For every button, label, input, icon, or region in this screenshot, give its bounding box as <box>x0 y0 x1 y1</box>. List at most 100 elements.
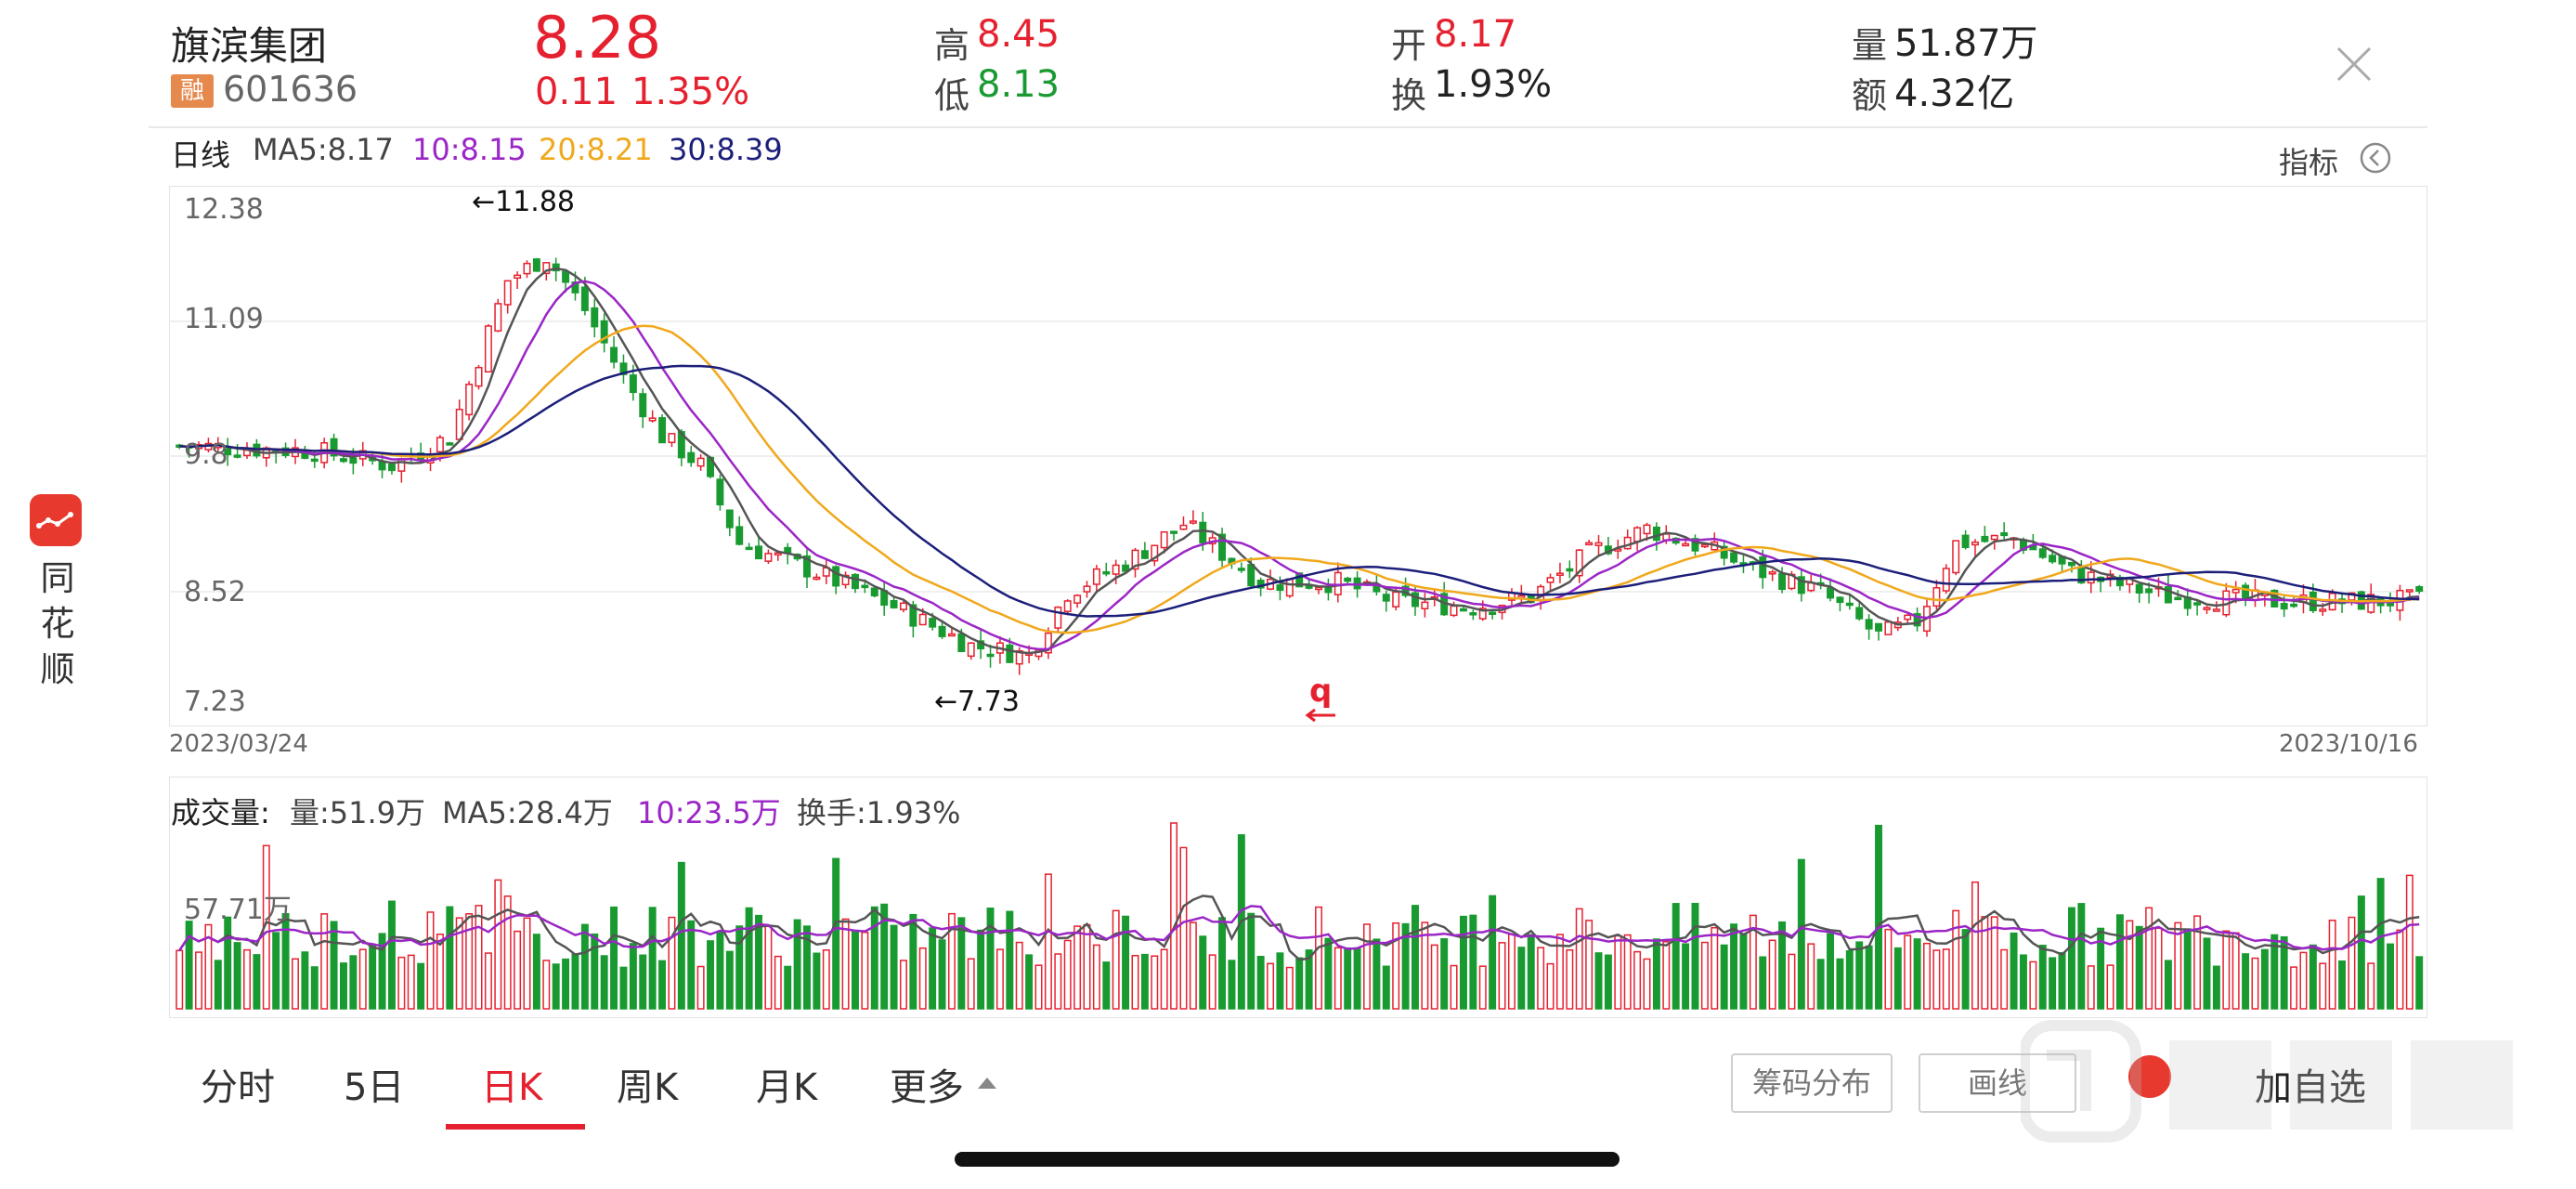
volume-bar <box>1875 824 1882 1010</box>
volume-bar <box>2270 934 2279 1010</box>
candle <box>1730 552 1738 563</box>
tab-weekly-k[interactable]: 周K <box>617 1066 679 1109</box>
candle <box>494 303 502 332</box>
volume-bar <box>330 921 338 1010</box>
volume-bar <box>784 965 792 1010</box>
volume-bar <box>1160 948 1168 1010</box>
candle <box>1489 611 1497 616</box>
candle <box>1682 542 1690 547</box>
tab-monthly-k[interactable]: 月K <box>756 1066 818 1109</box>
low-label: 低 <box>934 75 970 116</box>
candle <box>918 613 927 626</box>
volume-bar <box>1401 922 1410 1010</box>
tab-intraday[interactable]: 分时 <box>201 1066 275 1109</box>
candle <box>2135 583 2143 594</box>
chip-distribution-button[interactable]: 筹码分布 <box>1731 1053 1893 1113</box>
indicator-button[interactable]: 指标 <box>2279 145 2339 180</box>
volume-bar <box>2183 928 2192 1010</box>
candle <box>658 417 667 444</box>
volume-bar <box>1324 937 1333 1010</box>
add-watchlist-button[interactable]: 加自选 <box>2255 1057 2366 1111</box>
candle <box>639 393 647 418</box>
candle <box>580 286 589 311</box>
candle <box>2038 548 2047 558</box>
volume-bar <box>475 905 483 1010</box>
volume-bar <box>629 943 637 1010</box>
volume-bar <box>1489 895 1497 1010</box>
candle <box>2212 608 2220 612</box>
volume-bar <box>281 912 290 1010</box>
volume-ma-lines <box>178 895 2420 961</box>
candle <box>2415 586 2424 593</box>
candle <box>465 384 474 416</box>
volume-bar <box>2145 907 2153 1010</box>
tab-daily-k[interactable]: 日K <box>481 1066 543 1109</box>
volume-bar <box>803 925 811 1010</box>
candle <box>436 437 444 453</box>
candle <box>1971 541 1979 546</box>
close-icon[interactable] <box>2331 41 2377 87</box>
candle <box>1276 584 1284 592</box>
volume-bar <box>1382 965 1390 1010</box>
candle <box>1633 527 1642 542</box>
candle <box>813 576 821 581</box>
candle <box>1952 540 1960 574</box>
price-change-pct: 1.35% <box>631 71 750 113</box>
volume-bar <box>1228 960 1236 1010</box>
candle <box>2049 555 2057 563</box>
margin-badge: 融 <box>171 74 214 108</box>
volume-bar <box>600 955 608 1010</box>
volume-bar <box>1730 923 1738 1010</box>
candle <box>1961 534 1970 549</box>
kline-chart[interactable] <box>169 186 2427 726</box>
draw-line-button[interactable]: 画线 <box>1919 1053 2076 1113</box>
candle <box>2290 603 2298 608</box>
volume-bar <box>755 914 762 1010</box>
volume-bar <box>716 931 724 1010</box>
volume-bar <box>542 960 551 1010</box>
y-tick-4: 8.52 <box>184 576 246 608</box>
volume-bar <box>735 925 744 1010</box>
candle <box>1334 571 1342 595</box>
volume-bar <box>2203 937 2211 1010</box>
candle <box>1575 549 1583 577</box>
volume-bar <box>514 930 522 1010</box>
volume-bar <box>2415 956 2424 1010</box>
volume-chart[interactable] <box>169 777 2427 1018</box>
chevron-left-circle-icon[interactable] <box>2359 141 2392 175</box>
caret-up-icon[interactable] <box>977 1076 997 1093</box>
candle <box>745 546 753 551</box>
volume-chart-frame[interactable] <box>169 777 2427 1018</box>
volume-bar <box>1990 916 1998 1010</box>
volume-bar <box>909 913 917 1010</box>
volume-bar <box>1025 954 1034 1010</box>
candle <box>2174 596 2182 601</box>
y-tick-3: 9.8 <box>184 438 228 471</box>
y-tick-2: 11.09 <box>184 303 264 335</box>
candle <box>725 509 734 529</box>
ma10-legend: 10:8.15 <box>412 132 527 167</box>
candle <box>514 274 522 280</box>
ma5-line <box>179 267 2420 655</box>
candle <box>1865 619 1873 630</box>
candle <box>2280 603 2288 610</box>
volume-bar <box>1643 958 1651 1010</box>
volume-bar <box>1034 964 1043 1010</box>
volume-bar <box>2067 907 2075 1010</box>
candle <box>2193 602 2202 606</box>
volume-bar <box>1585 920 1594 1010</box>
tab-five-day[interactable]: 5日 <box>344 1066 405 1109</box>
candle <box>1942 568 1950 592</box>
candle <box>1199 521 1207 543</box>
volume-bar <box>2000 948 2009 1010</box>
volume-bar <box>1392 921 1400 1010</box>
volume-bar <box>1749 914 1757 1010</box>
volume-bar <box>841 918 850 1010</box>
volume-bar <box>1054 953 1062 1010</box>
volume-bar <box>272 932 280 1010</box>
candle <box>870 587 878 597</box>
candle <box>1759 555 1767 579</box>
tab-more[interactable]: 更多 <box>890 1066 964 1109</box>
add-watchlist-dot-icon[interactable] <box>2128 1055 2171 1098</box>
stock-name: 旗滨集团 <box>171 23 328 69</box>
